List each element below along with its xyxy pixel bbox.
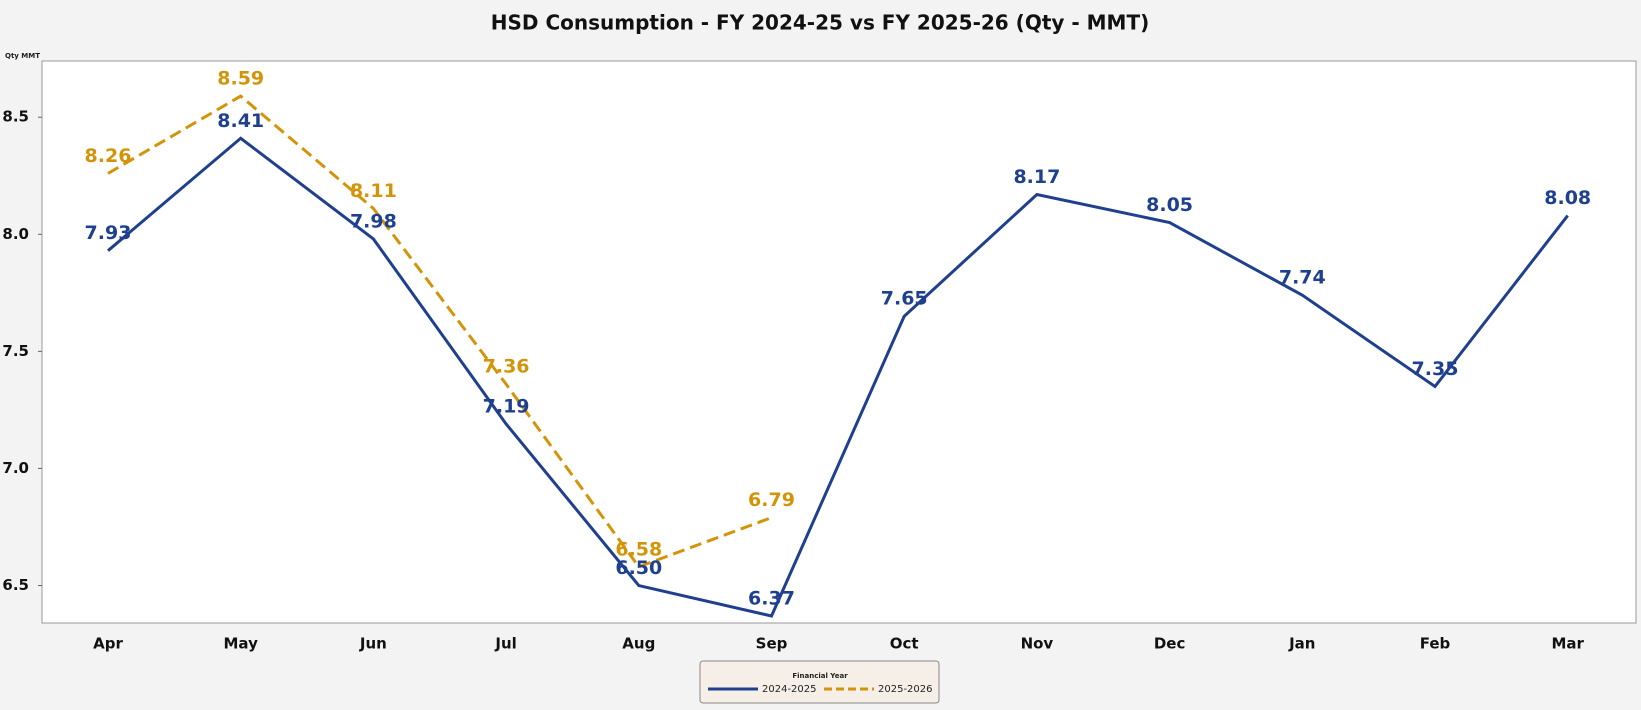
x-tick-label: Oct xyxy=(890,635,919,653)
x-tick-label: Apr xyxy=(93,635,123,653)
y-tick-label: 7.5 xyxy=(2,342,29,360)
data-label: 8.17 xyxy=(1013,166,1060,188)
data-label: 6.37 xyxy=(748,587,795,609)
data-label: 8.59 xyxy=(217,68,264,90)
data-label: 8.08 xyxy=(1544,187,1591,209)
data-label: 7.98 xyxy=(350,210,397,232)
series-line xyxy=(107,94,773,569)
chart-title: HSD Consumption - FY 2024-25 vs FY 2025-… xyxy=(491,11,1149,35)
data-label: 6.79 xyxy=(748,489,795,511)
data-label: 7.35 xyxy=(1412,358,1459,380)
data-label: 7.65 xyxy=(881,288,928,310)
legend-label: 2024-2025 xyxy=(762,684,817,695)
data-label: 6.50 xyxy=(615,557,662,579)
y-tick-label: 8.5 xyxy=(2,108,29,126)
x-tick-label: Mar xyxy=(1551,635,1584,653)
y-tick-label: 8.0 xyxy=(2,225,29,243)
data-label: 7.93 xyxy=(85,222,132,244)
x-tick-label: Feb xyxy=(1420,635,1451,653)
data-label: 8.05 xyxy=(1146,194,1193,216)
data-label: 8.41 xyxy=(217,110,264,132)
data-label: 7.36 xyxy=(483,356,530,378)
data-label: 8.26 xyxy=(85,145,132,167)
data-label: 6.58 xyxy=(615,538,662,560)
y-axis-label: Qty MMT xyxy=(5,52,40,60)
x-tick-label: Jun xyxy=(359,635,387,653)
data-label: 7.74 xyxy=(1279,267,1326,289)
x-tick-label: Dec xyxy=(1154,635,1186,653)
legend-title: Financial Year xyxy=(792,672,848,680)
x-tick-label: Nov xyxy=(1021,635,1054,653)
x-tick-label: Sep xyxy=(756,635,788,653)
series-line xyxy=(107,136,1569,618)
y-tick-label: 7.0 xyxy=(2,459,29,477)
data-label: 8.11 xyxy=(350,180,397,202)
legend-label: 2025-2026 xyxy=(878,684,933,695)
x-tick-label: May xyxy=(224,635,259,653)
x-tick-label: Jul xyxy=(494,635,516,653)
legend-box xyxy=(699,660,940,704)
x-tick-label: Aug xyxy=(622,635,655,653)
y-tick-label: 6.5 xyxy=(2,576,29,594)
x-tick-label: Jan xyxy=(1288,635,1315,653)
plot-area xyxy=(41,60,1637,624)
data-label: 7.19 xyxy=(483,395,530,417)
